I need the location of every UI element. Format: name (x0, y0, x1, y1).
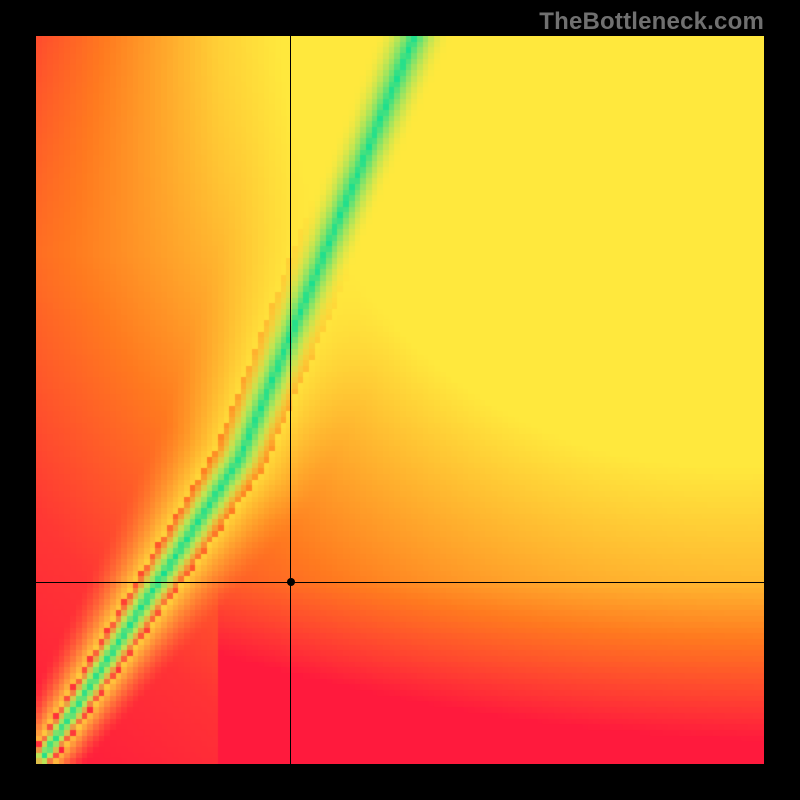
crosshair-vertical (290, 36, 291, 764)
watermark-text: TheBottleneck.com (539, 8, 764, 36)
crosshair-marker-dot (287, 578, 295, 586)
crosshair-horizontal (36, 582, 764, 583)
chart-container: TheBottleneck.com (0, 0, 800, 800)
heatmap-canvas (36, 36, 764, 764)
plot-area (36, 36, 764, 764)
